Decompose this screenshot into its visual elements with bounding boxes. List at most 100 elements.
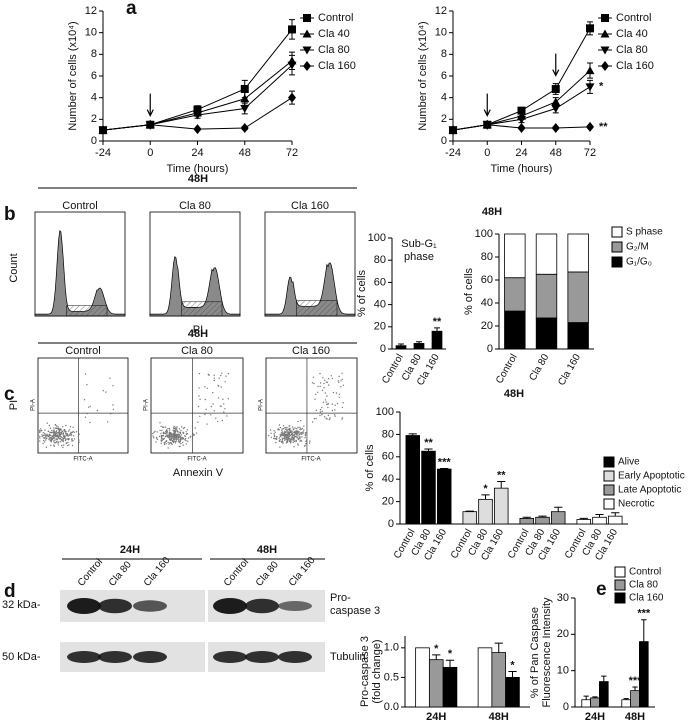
- y-tick-label: 60: [382, 451, 394, 463]
- scatter-dot: [175, 428, 178, 430]
- scatter-dot: [41, 435, 43, 438]
- data-point: [288, 25, 296, 34]
- scatter-dot: [161, 437, 163, 439]
- scatter-dot: [174, 429, 176, 431]
- scatter-dot: [297, 437, 299, 439]
- significance: ***: [637, 608, 651, 620]
- scatter-dot: [70, 431, 72, 433]
- scatter-dot: [301, 427, 304, 430]
- scatter-dot: [56, 438, 58, 440]
- bar: [621, 699, 631, 708]
- time-label: 48H: [257, 544, 277, 556]
- data-point: [517, 115, 526, 124]
- y-tick-label: 0: [91, 135, 97, 147]
- scatter-dot: [174, 438, 176, 440]
- arrow: [552, 53, 560, 77]
- scatter-dot: [276, 435, 278, 438]
- scatter-dot: [296, 437, 298, 439]
- scatter-dot: [313, 382, 315, 385]
- data-point: [551, 97, 561, 106]
- scatter-dot: [184, 439, 186, 441]
- significance: *: [434, 643, 439, 655]
- scatter-dot: [292, 432, 294, 434]
- scatter-dot: [197, 421, 199, 423]
- bar: [436, 468, 452, 525]
- legend-label: Necrotic: [618, 499, 655, 510]
- flow-frame: [34, 211, 126, 317]
- legend-label: Cla 160: [318, 60, 356, 72]
- scatter-dot: [180, 429, 182, 432]
- scatter-dot: [319, 382, 322, 384]
- blot-band: [67, 598, 101, 614]
- scatter-dot: [290, 438, 292, 441]
- scatter-dot: [53, 441, 55, 443]
- scatter-dot: [305, 442, 307, 445]
- scatter-dot: [297, 443, 299, 445]
- scatter-dot: [70, 434, 73, 436]
- scatter-dot: [341, 412, 343, 414]
- bar: [428, 659, 444, 708]
- x-tick-label: 24: [191, 147, 203, 159]
- scatter-dot: [317, 385, 319, 388]
- error-bar: [579, 517, 588, 520]
- scatter-dot: [40, 428, 42, 430]
- x-tick-label: 24H: [585, 711, 605, 723]
- chart-title: phase: [404, 251, 434, 263]
- scatter-dot: [50, 439, 52, 441]
- scatter-dot: [321, 406, 323, 409]
- scatter-dot: [325, 381, 327, 383]
- scatter-dot: [57, 428, 59, 430]
- error-bar: [481, 494, 490, 500]
- scatter-dot: [55, 430, 57, 433]
- scatter-dot: [84, 416, 87, 418]
- scatter-dot: [69, 426, 72, 428]
- scatter-dot: [281, 440, 283, 442]
- scatter-dot: [68, 429, 71, 431]
- chart-title: Sub-G₁: [401, 238, 437, 250]
- scatter-dot: [292, 437, 294, 439]
- scatter-dot: [168, 435, 171, 438]
- x-tick-label: Cla 80: [527, 352, 551, 383]
- scatter-dot: [326, 403, 328, 406]
- scatter-dot: [319, 385, 321, 388]
- scatter-dot: [198, 395, 200, 397]
- legend-marker: [302, 29, 312, 38]
- scatter-dot: [45, 446, 48, 448]
- scatter-dot: [341, 418, 343, 420]
- scatter-dot: [281, 438, 284, 441]
- sample-label: Cla 80: [181, 345, 213, 357]
- scatter-dot: [302, 431, 304, 433]
- scatter-dot: [319, 411, 322, 413]
- scatter-dot: [278, 437, 280, 439]
- scatter-dot: [59, 437, 62, 440]
- band-label: Tubulin: [330, 651, 366, 663]
- y-tick-label: 0.0: [384, 701, 399, 713]
- legend-label: Cla 80: [616, 44, 648, 56]
- scatter-dot: [102, 390, 105, 392]
- scatter-dot: [210, 405, 213, 408]
- scatter-dot: [300, 431, 302, 434]
- scatter-dot: [288, 425, 290, 427]
- legend-swatch: [603, 456, 615, 468]
- chart-title: 48H: [504, 388, 524, 400]
- bar: [493, 487, 509, 525]
- scatter-dot: [171, 443, 173, 445]
- scatter-dot: [335, 392, 338, 394]
- y-tick-label: 100: [376, 406, 394, 418]
- y-tick-label: 10: [85, 27, 97, 39]
- legend-label: Cla 160: [616, 60, 654, 72]
- lane-label: Cla 160: [287, 555, 318, 589]
- scatter-dot: [295, 440, 297, 443]
- y-tick-label: 80: [382, 428, 394, 440]
- scatter-dot: [65, 434, 68, 436]
- y-tick-label: 2: [441, 113, 447, 125]
- bar: [519, 518, 535, 525]
- scatter-dot: [159, 422, 161, 424]
- scatter-dot: [301, 433, 303, 435]
- legend-label: G₁/G₀: [626, 257, 652, 268]
- scatter-dot: [279, 426, 282, 429]
- data-point: [288, 92, 296, 103]
- error-bar: [554, 506, 563, 512]
- scatter-dot: [338, 393, 340, 395]
- y-axis-label: Pro-caspase 3: [359, 636, 371, 707]
